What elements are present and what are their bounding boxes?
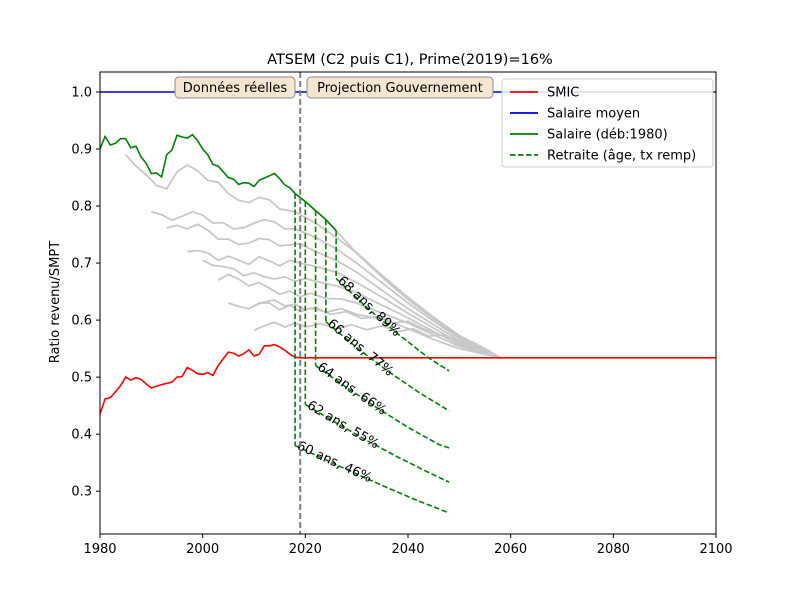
label-donnees-reelles-box [174, 76, 296, 99]
legend-label-1: SMIC [547, 86, 579, 101]
background-curve-3 [166, 223, 501, 359]
y-tick-label: 0.6 [71, 314, 92, 329]
x-tick-label: 2040 [391, 542, 424, 557]
legend: SMIC Salaire moyen Salaire (déb:1980) Retra… [501, 78, 714, 168]
retirement-pension-line-4 [325, 321, 450, 412]
legend-label-2: Salaire moyen [547, 107, 640, 122]
retirement-pension-line-1 [294, 444, 450, 514]
retirement-pension-line-2 [304, 403, 450, 483]
y-tick-label: 0.7 [71, 257, 92, 272]
background-curve-1 [125, 154, 501, 359]
x-tick-label: 1980 [83, 542, 116, 557]
retirement-pension-line-3 [315, 365, 450, 449]
x-tick-label: 2080 [597, 542, 630, 557]
x-tick-label: 2100 [699, 542, 732, 557]
series-smic-line [100, 343, 716, 415]
legend-box [501, 78, 714, 168]
legend-label-3: Salaire (déb:1980) [547, 128, 668, 143]
y-tick-label: 1.0 [71, 85, 92, 100]
x-tick-label: 2060 [494, 542, 527, 557]
legend-label-4: Retraite (âge, tx remp) [547, 149, 696, 164]
y-tick-label: 0.4 [71, 428, 92, 443]
label-projection: Projection Gouvernement [317, 81, 483, 96]
series-salaire-line [100, 133, 337, 232]
x-tick-label: 2020 [289, 542, 322, 557]
y-tick-label: 0.8 [71, 200, 92, 215]
y-tick-label: 0.9 [71, 143, 92, 158]
background-curve-9 [253, 321, 501, 359]
label-projection-box [306, 76, 494, 99]
background-curve-4 [187, 249, 501, 359]
label-donnees-reelles: Données réelles [183, 81, 288, 96]
x-tick-label: 2000 [186, 542, 219, 557]
retirement-pension-line-5 [335, 277, 450, 372]
y-tick-label: 0.5 [71, 371, 92, 386]
background-curve-2 [151, 210, 501, 359]
y-tick-label: 0.3 [71, 485, 92, 500]
y-axis-label: Ratio revenu/SMPT [48, 241, 63, 363]
chart-title: ATSEM (C2 puis C1), Prime(2019)=16% [267, 52, 553, 68]
